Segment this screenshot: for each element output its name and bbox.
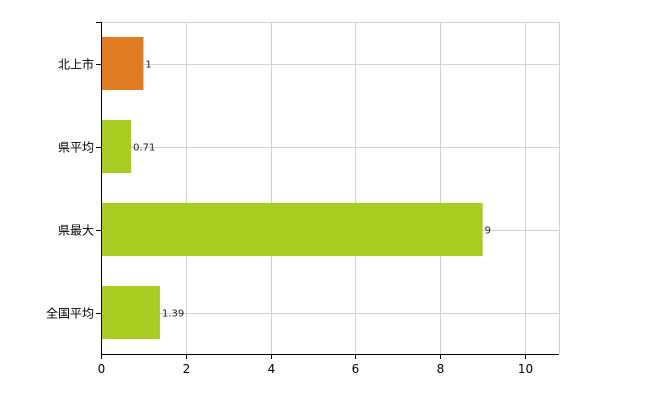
- x-tick-label: 10: [518, 362, 533, 376]
- data-label: 9: [485, 226, 491, 237]
- bar: [101, 202, 483, 257]
- category-label: 全国平均: [46, 306, 94, 321]
- data-label: 1.39: [162, 309, 184, 320]
- x-tick-label: 8: [437, 362, 445, 376]
- x-tick-label: 2: [183, 362, 191, 376]
- x-tick-label: 6: [352, 362, 360, 376]
- category-label: 北上市: [58, 57, 94, 72]
- gridlines: [101, 22, 560, 354]
- data-label: 1: [145, 60, 151, 71]
- data-label: 0.71: [133, 143, 155, 154]
- axes: [96, 22, 559, 359]
- bar: [101, 36, 144, 91]
- bar: [101, 119, 132, 174]
- bar: [101, 285, 160, 340]
- bars: [101, 36, 483, 340]
- x-tick-label: 4: [268, 362, 276, 376]
- category-label: 県最大: [58, 224, 94, 238]
- category-label: 県平均: [58, 141, 94, 155]
- x-tick-label: 0: [98, 362, 106, 376]
